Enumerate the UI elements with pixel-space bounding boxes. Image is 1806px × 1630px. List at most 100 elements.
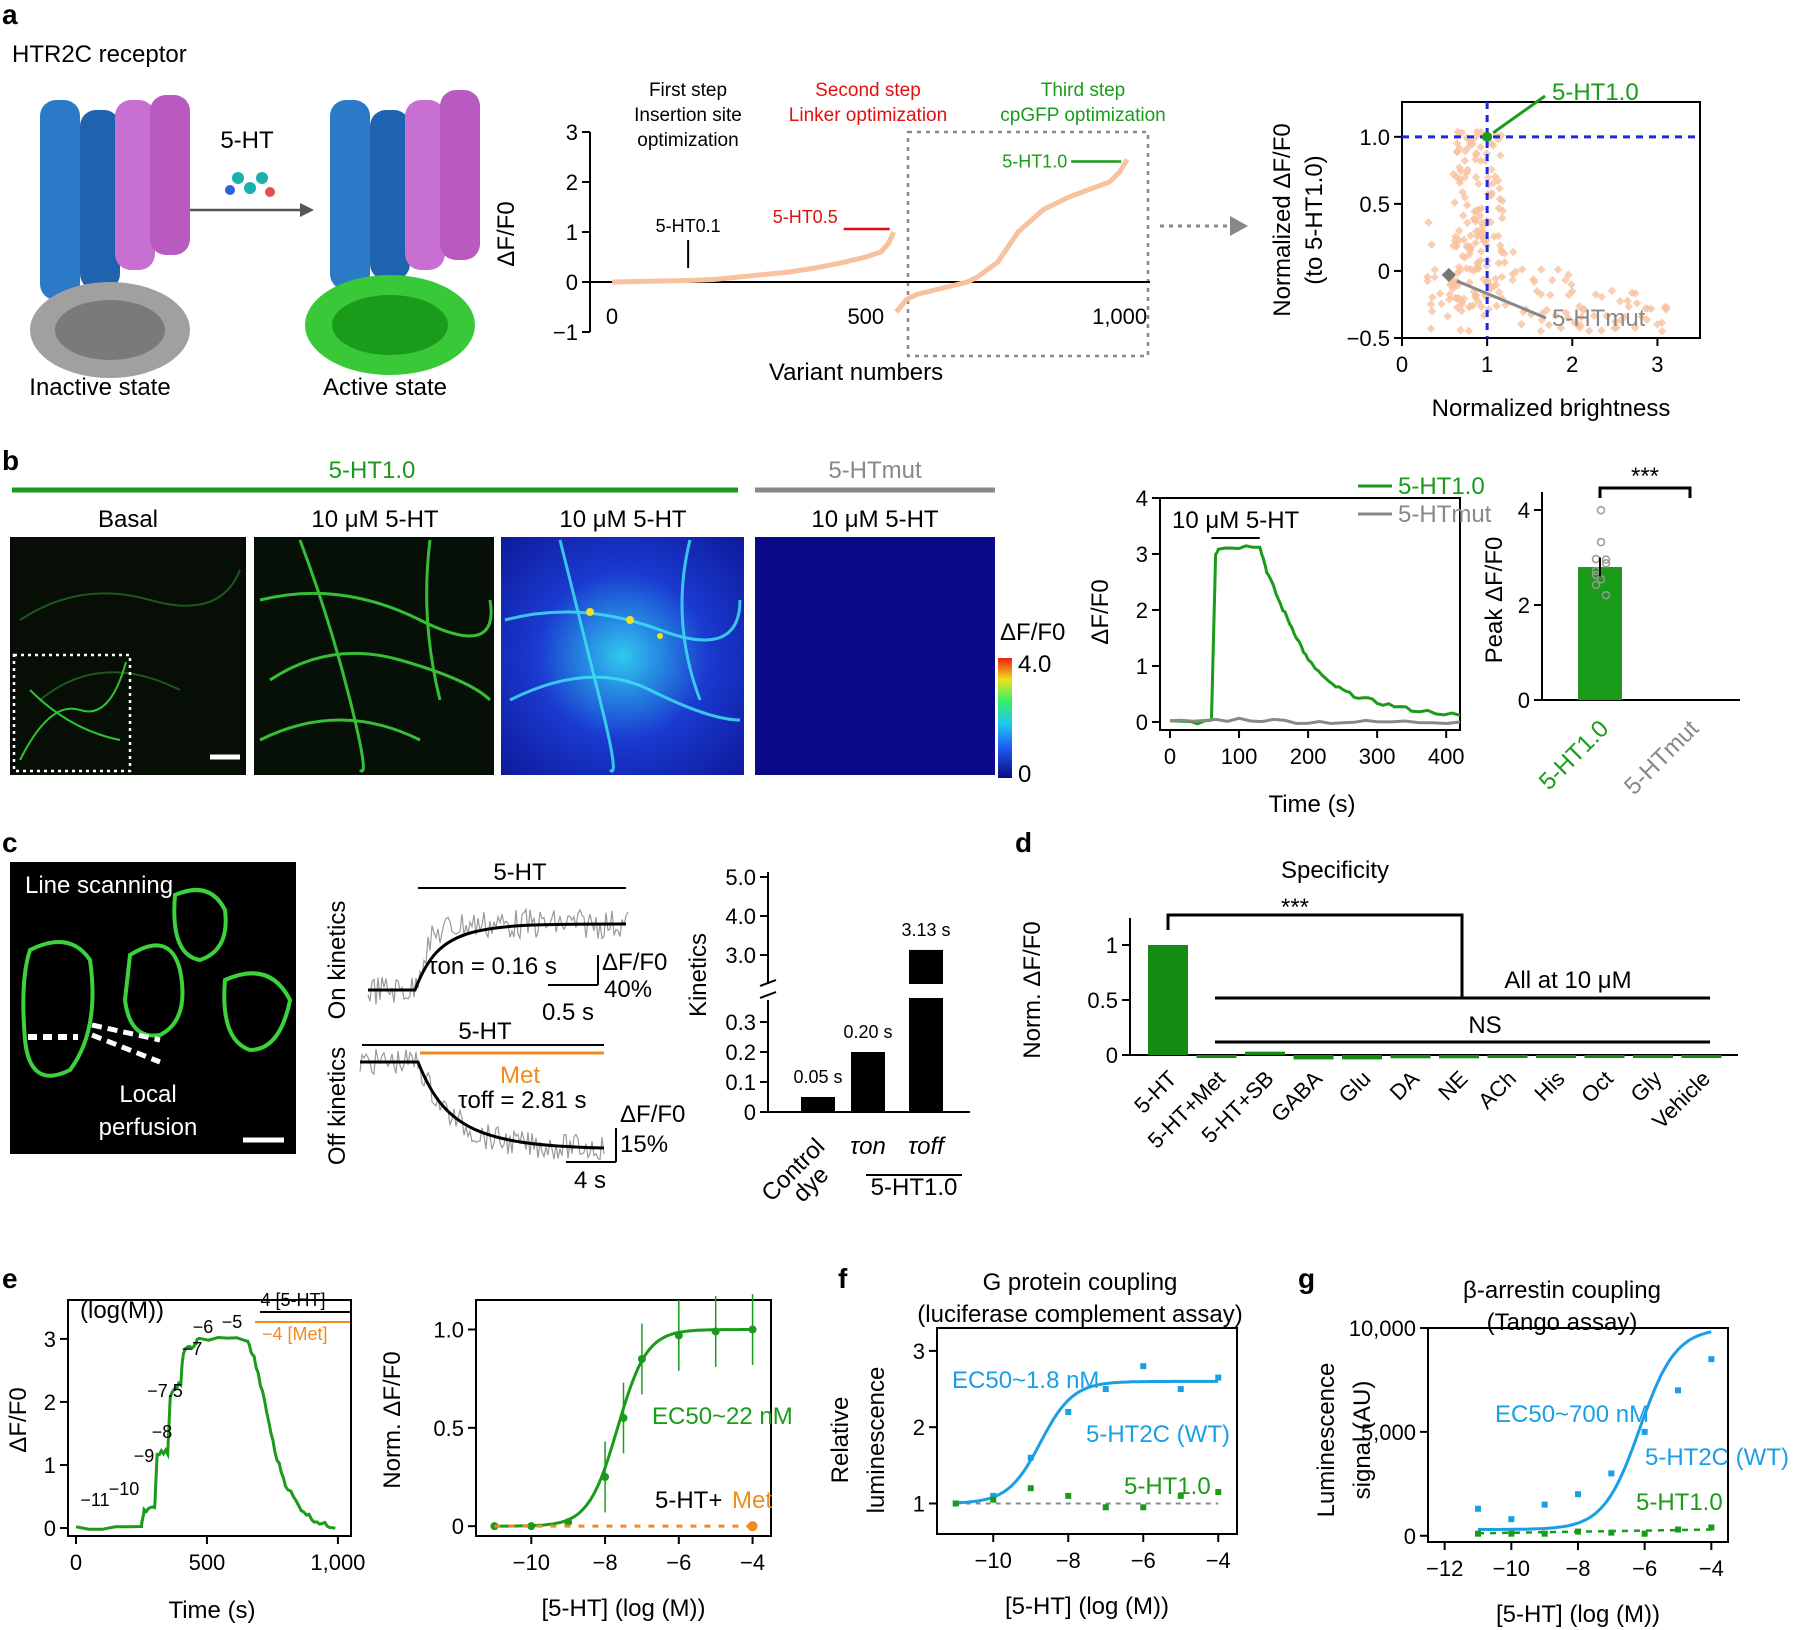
receptor-title: HTR2C receptor [12,41,187,68]
variant-point [1632,298,1642,308]
panel-b-images: 5-HT1.0 5-HTmut Basal 10 μM 5-HT 10 μM 5… [10,457,1065,788]
variant-point [1437,299,1446,309]
step1-line3: optimization [637,130,738,151]
screen-chart: First step Insertion site optimization S… [493,80,1248,386]
off-scale-x: 4 s [574,1167,606,1194]
y-axis-title-1: Normalized ΔF/F0 [1269,123,1296,316]
x-label: −4 [740,1550,765,1575]
y-label: 3 [1136,542,1148,567]
step-label-4: −7.5 [147,1381,183,1401]
step-label-6: −6 [193,1317,214,1337]
sensor-point [1102,1504,1109,1511]
y-low-label: 0.1 [725,1070,756,1095]
cat-label-7: ACh [1473,1066,1521,1114]
y-label: 1 [913,1491,925,1516]
variant-point [1427,240,1436,249]
x-label: 1 [1481,352,1493,377]
replicate-point [1601,559,1611,568]
bar-1 [1196,1055,1237,1058]
bar-8 [1536,1055,1576,1058]
bar-9 [1584,1055,1625,1058]
off-kinetics-label: Off kinetics [324,1047,351,1165]
variant-point [1426,299,1436,309]
data-label-0: 0.05 s [793,1067,842,1087]
variant-point [1492,301,1501,311]
step2-line1: Second step [815,80,921,101]
step1-line1: First step [649,80,727,101]
x-label: −4 [1206,1548,1231,1573]
y-low-label: 0.3 [725,1010,756,1035]
variant-point [1548,275,1557,285]
variant-point [1553,265,1563,274]
variant-point [1459,211,1468,220]
variant-point [1508,247,1518,257]
variant-point [1597,326,1606,335]
variant-point [1479,275,1488,284]
data-label-2: 3.13 s [901,920,950,940]
variant-point [1476,247,1486,256]
x-label: −8 [1565,1556,1590,1581]
annot-1: 5-HT0.5 [773,207,838,227]
y-axis-title-1: Relative [827,1397,854,1484]
img-title-basal: Basal [98,506,158,533]
variant-point [1544,320,1554,330]
variant-point [1450,198,1459,207]
x-axis-title: Time (s) [1268,791,1355,818]
sensor-point [1541,1530,1548,1537]
img-title-4: 10 μM 5-HT [811,506,939,533]
cat-label-3: GABA [1266,1066,1327,1127]
variant-point [1615,296,1625,306]
y-label: 2 [913,1415,925,1440]
active-label: Active state [323,374,447,401]
y-label: 1 [566,220,578,245]
met-label-b: Met [732,1487,772,1514]
variant-point [1471,291,1480,300]
variant-point [1602,311,1611,321]
step-label-2: −9 [134,1446,155,1466]
step3-line1: Third step [1041,80,1125,101]
x-axis-title: [5-HT] (log (M)) [1005,1593,1169,1620]
colorbar [998,658,1012,778]
y-axis-title-2: luminescence [863,1367,890,1514]
variant-point [1430,272,1439,282]
x-label: 1,000 [1092,304,1147,329]
replicate-point [1591,580,1601,590]
inactive-label: Inactive state [29,374,170,401]
variant-point [1623,296,1632,305]
replicate-point [1601,590,1611,600]
x-label: 500 [847,304,884,329]
bar-break-gap [900,984,952,998]
colorbar-title: ΔF/F0 [1000,619,1065,646]
y-label: 5,000 [1361,1420,1416,1445]
hl-label-0: 5-HT1.0 [1552,79,1639,106]
cat-label-1: τon [850,1133,886,1160]
legend-label-0: 5-HT1.0 [1398,473,1485,500]
axis-break-1 [759,979,777,987]
ligand-molecule-icon [225,172,275,197]
variant-point [1657,326,1667,336]
variant-point [1545,290,1555,300]
off-scale-y: 15% [620,1131,668,1158]
dose-point [527,1522,536,1531]
sensor-point [1675,1526,1681,1533]
x-axis-title: Time (s) [168,1597,255,1624]
sig-bracket [1598,486,1692,498]
trace-0 [1169,544,1461,726]
x-label: 0 [1396,352,1408,377]
step-label-3: −8 [152,1422,173,1442]
sensor-point [1027,1485,1034,1492]
variant-point [1641,304,1650,313]
variant-point [1536,326,1546,336]
x-label: 400 [1428,744,1465,769]
y-label: 0 [1518,688,1530,713]
panel-label-e: e [2,1263,18,1294]
annot-2: 5-HT1.0 [1002,152,1067,172]
x-label: −10 [513,1550,550,1575]
x-axis-title: [5-HT] (log (M)) [1496,1601,1660,1628]
panel-c-image: Line scanning Local perfusion On kinetic… [10,859,685,1194]
plot-frame [475,1299,772,1537]
panel-a-structures: HTR2C receptor 5-HT Ina [12,41,480,401]
y-axis-title: ΔF/F0 [1087,579,1114,644]
replicate-point [1596,505,1606,515]
ec50-label: EC50~1.8 nM [952,1367,1099,1394]
